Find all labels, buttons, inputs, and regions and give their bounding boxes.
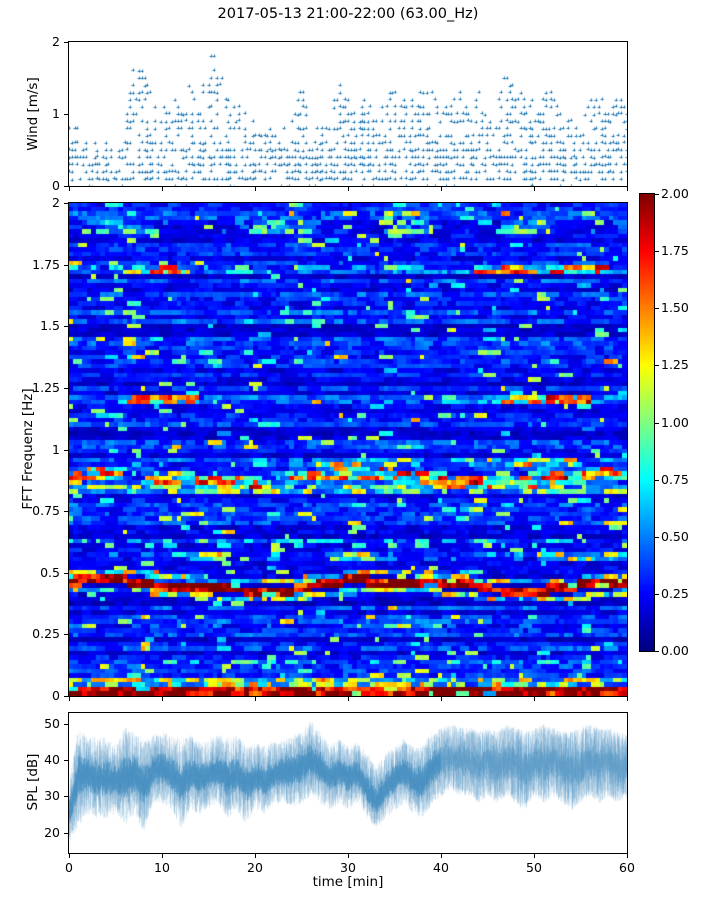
tick-mark <box>64 796 68 797</box>
time-xtick-label: 30 <box>340 860 356 875</box>
tick-mark <box>64 326 68 327</box>
tick-mark <box>64 724 68 725</box>
spl-panel <box>68 712 628 854</box>
tick-mark <box>655 651 659 652</box>
tick-mark <box>655 480 659 481</box>
colorbar-tick-label: 1.25 <box>661 357 689 372</box>
tick-mark <box>64 450 68 451</box>
colorbar-tick-label: 0.00 <box>661 643 689 658</box>
tick-mark <box>64 696 68 697</box>
spectrogram-ytick-label: 1.25 <box>32 380 60 395</box>
tick-mark <box>655 537 659 538</box>
spectrogram-canvas <box>69 203 627 696</box>
tick-mark <box>64 760 68 761</box>
tick-mark <box>255 697 256 701</box>
tick-mark <box>162 854 163 858</box>
tick-mark <box>64 511 68 512</box>
tick-mark <box>627 697 628 701</box>
spl-ytick-label: 30 <box>44 788 60 803</box>
spectrogram-ytick-label: 1 <box>52 442 60 457</box>
tick-mark <box>64 265 68 266</box>
tick-mark <box>534 697 535 701</box>
tick-mark <box>64 42 68 43</box>
time-xlabel: time [min] <box>312 874 384 890</box>
tick-mark <box>348 187 349 191</box>
spl-ytick-label: 40 <box>44 752 60 767</box>
tick-mark <box>162 697 163 701</box>
colorbar-tick-label: 0.25 <box>661 586 689 601</box>
figure-title: 2017-05-13 21:00-22:00 (63.00_Hz) <box>217 6 479 22</box>
wind-ytick-label: 1 <box>52 106 60 121</box>
time-xtick-label: 40 <box>433 860 449 875</box>
tick-mark <box>627 187 628 191</box>
time-xtick-label: 60 <box>619 860 635 875</box>
spectrogram-ytick-label: 2 <box>52 195 60 210</box>
tick-mark <box>64 634 68 635</box>
colorbar-tick-label: 1.00 <box>661 415 689 430</box>
colorbar-tick-label: 0.50 <box>661 529 689 544</box>
wind-ytick-label: 2 <box>52 34 60 49</box>
colorbar-tick-label: 2.00 <box>661 186 689 201</box>
tick-mark <box>64 833 68 834</box>
spl-ytick-label: 20 <box>44 825 60 840</box>
tick-mark <box>162 187 163 191</box>
spectrogram-ytick-label: 1.5 <box>40 318 60 333</box>
colorbar-tick-label: 1.50 <box>661 300 689 315</box>
wind-scatter-canvas <box>69 42 627 186</box>
tick-mark <box>441 187 442 191</box>
tick-mark <box>255 187 256 191</box>
tick-mark <box>655 308 659 309</box>
tick-mark <box>69 187 70 191</box>
spl-ytick-label: 50 <box>44 716 60 731</box>
tick-mark <box>627 854 628 858</box>
spectrogram-ytick-label: 1.75 <box>32 257 60 272</box>
wind-ytick-label: 0 <box>52 178 60 193</box>
colorbar-canvas <box>640 194 654 651</box>
tick-mark <box>255 854 256 858</box>
time-xtick-label: 20 <box>247 860 263 875</box>
colorbar <box>639 193 655 652</box>
colorbar-tick-label: 1.75 <box>661 243 689 258</box>
tick-mark <box>64 388 68 389</box>
time-xtick-label: 50 <box>526 860 542 875</box>
colorbar-tick-label: 0.75 <box>661 472 689 487</box>
spectrogram-ytick-label: 0.5 <box>40 565 60 580</box>
time-xtick-label: 10 <box>154 860 170 875</box>
tick-mark <box>655 423 659 424</box>
tick-mark <box>69 697 70 701</box>
tick-mark <box>64 203 68 204</box>
tick-mark <box>64 573 68 574</box>
tick-mark <box>441 854 442 858</box>
tick-mark <box>655 594 659 595</box>
tick-mark <box>655 365 659 366</box>
tick-mark <box>534 854 535 858</box>
spectrogram-ytick-label: 0 <box>52 688 60 703</box>
tick-mark <box>348 854 349 858</box>
wind-panel <box>68 41 628 187</box>
tick-mark <box>655 194 659 195</box>
spectrogram-ytick-label: 0.75 <box>32 503 60 518</box>
tick-mark <box>64 114 68 115</box>
spectrogram-panel <box>68 202 628 697</box>
tick-mark <box>64 186 68 187</box>
spectrogram-ytick-label: 0.25 <box>32 626 60 641</box>
tick-mark <box>69 854 70 858</box>
tick-mark <box>441 697 442 701</box>
tick-mark <box>534 187 535 191</box>
tick-mark <box>348 697 349 701</box>
time-xtick-label: 0 <box>65 860 73 875</box>
tick-mark <box>655 251 659 252</box>
spl-canvas <box>69 713 627 853</box>
